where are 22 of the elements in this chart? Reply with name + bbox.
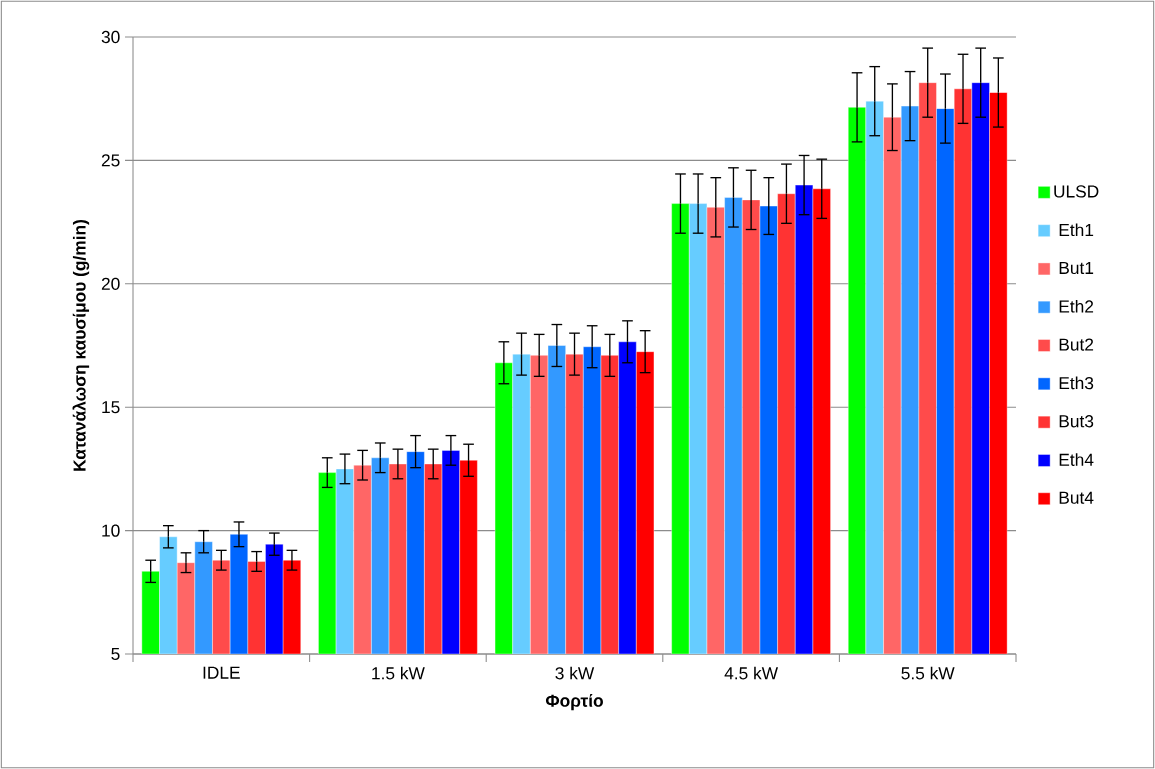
y-tick-label: 10	[102, 524, 120, 537]
y-tick-label: 15	[102, 401, 120, 414]
legend-label: Eth1	[1059, 223, 1094, 237]
y-axis-title: Κατανάλωση καυσίμου (g/min)	[72, 220, 90, 471]
x-axis-title: Φορτίο	[545, 693, 603, 711]
y-tick-label: 20	[101, 277, 120, 290]
y-tick-label: 30	[101, 30, 120, 44]
legend-label: But2	[1059, 338, 1094, 351]
x-tick-label: 1.5 kW	[372, 666, 425, 680]
y-tick-label: 5	[111, 647, 120, 661]
legend-label: ULSD	[1054, 185, 1099, 198]
x-tick-label: IDLE	[203, 666, 240, 679]
x-tick-label: 5.5 kW	[901, 666, 955, 680]
legend-label: Eth2	[1059, 299, 1094, 313]
x-tick-label: 3 kW	[555, 666, 595, 680]
legend-label: But4	[1059, 491, 1094, 504]
legend-label: Eth4	[1059, 453, 1094, 466]
y-tick-label: 25	[101, 154, 120, 167]
legend-label: Eth3	[1059, 376, 1094, 390]
legend-label: But1	[1059, 261, 1094, 275]
x-tick-label: 4.5 kW	[724, 666, 779, 680]
legend-label: But3	[1059, 415, 1094, 428]
